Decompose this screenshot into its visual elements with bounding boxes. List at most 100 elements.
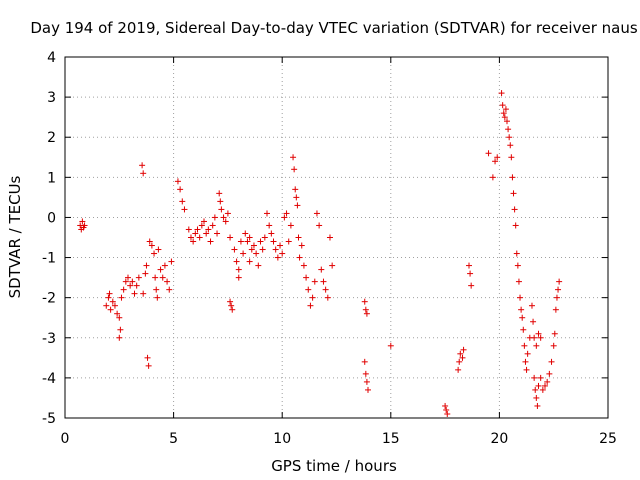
y-tick-label: -1 <box>42 251 56 267</box>
data-point <box>455 366 462 373</box>
data-point <box>520 326 527 333</box>
data-point <box>242 230 249 237</box>
data-point <box>118 294 125 301</box>
data-point <box>81 222 88 229</box>
data-point <box>79 218 86 225</box>
data-point <box>143 262 150 269</box>
data-point <box>111 302 118 309</box>
data-point <box>539 386 546 393</box>
data-point <box>117 326 124 333</box>
data-point <box>107 306 114 313</box>
x-tick-label: 0 <box>61 431 70 447</box>
data-point <box>127 282 134 289</box>
data-point <box>227 234 234 241</box>
data-point <box>300 262 307 269</box>
data-point <box>244 238 251 245</box>
grid-lines <box>65 57 608 418</box>
data-point <box>154 294 161 301</box>
data-point <box>514 262 521 269</box>
data-point <box>294 202 301 209</box>
data-point <box>129 278 136 285</box>
data-point <box>266 222 273 229</box>
data-point <box>274 254 281 261</box>
y-tick-label: 3 <box>47 90 56 106</box>
data-point <box>268 230 275 237</box>
data-point <box>364 386 371 393</box>
data-point <box>322 286 329 293</box>
y-tick-label: -5 <box>42 411 56 427</box>
data-point <box>534 402 541 409</box>
data-point <box>140 290 147 297</box>
data-point <box>131 290 138 297</box>
data-point <box>442 402 449 409</box>
x-tick-label: 5 <box>169 431 178 447</box>
data-point <box>105 294 112 301</box>
data-point <box>506 134 513 141</box>
data-point <box>532 386 539 393</box>
data-point <box>152 274 159 281</box>
data-point <box>556 278 563 285</box>
data-point <box>250 242 257 249</box>
data-point <box>218 206 225 213</box>
data-point <box>467 270 474 277</box>
data-point <box>277 242 284 249</box>
data-point <box>502 106 509 113</box>
data-point <box>246 234 253 241</box>
data-point <box>513 250 520 257</box>
data-point <box>255 262 262 269</box>
data-point <box>240 250 247 257</box>
data-point <box>292 186 299 193</box>
y-tick-label: -3 <box>42 331 56 347</box>
y-tick-label: -2 <box>42 291 56 307</box>
x-tick-label: 15 <box>382 431 400 447</box>
data-point <box>116 334 123 341</box>
y-tick-label: -4 <box>42 371 56 387</box>
data-point <box>281 214 288 221</box>
data-points <box>77 90 563 417</box>
data-point <box>550 342 557 349</box>
data-point <box>535 330 542 337</box>
data-point <box>296 254 303 261</box>
data-point <box>548 358 555 365</box>
data-point <box>145 362 152 369</box>
data-point <box>263 210 270 217</box>
data-point <box>177 186 184 193</box>
data-point <box>233 258 240 265</box>
data-point <box>552 306 559 313</box>
y-tick-label: 4 <box>47 50 56 66</box>
chart-title: Day 194 of 2019, Sidereal Day-to-day VTE… <box>30 19 638 37</box>
data-point <box>283 210 290 217</box>
data-point <box>231 246 238 253</box>
data-point <box>153 286 160 293</box>
data-point <box>209 222 216 229</box>
data-point <box>311 278 318 285</box>
data-point <box>166 286 173 293</box>
data-point <box>522 358 529 365</box>
data-point <box>161 262 168 269</box>
data-point <box>222 218 229 225</box>
data-point <box>499 102 506 109</box>
data-point <box>505 126 512 133</box>
data-point <box>523 366 530 373</box>
data-point <box>116 314 123 321</box>
data-point <box>179 198 186 205</box>
data-point <box>537 334 544 341</box>
data-point <box>164 278 171 285</box>
data-point <box>227 298 234 305</box>
data-point <box>139 162 146 169</box>
data-point <box>217 198 224 205</box>
data-point <box>363 310 370 317</box>
data-point <box>187 234 194 241</box>
y-tick-label: 2 <box>47 130 56 146</box>
data-point <box>530 318 537 325</box>
y-tick-label: 0 <box>47 210 56 226</box>
data-point <box>229 306 236 313</box>
data-point <box>362 370 369 377</box>
data-point <box>501 114 508 121</box>
data-point <box>192 230 199 237</box>
data-point <box>205 226 212 233</box>
data-point <box>155 246 162 253</box>
data-point <box>444 410 451 417</box>
data-point <box>194 226 201 233</box>
